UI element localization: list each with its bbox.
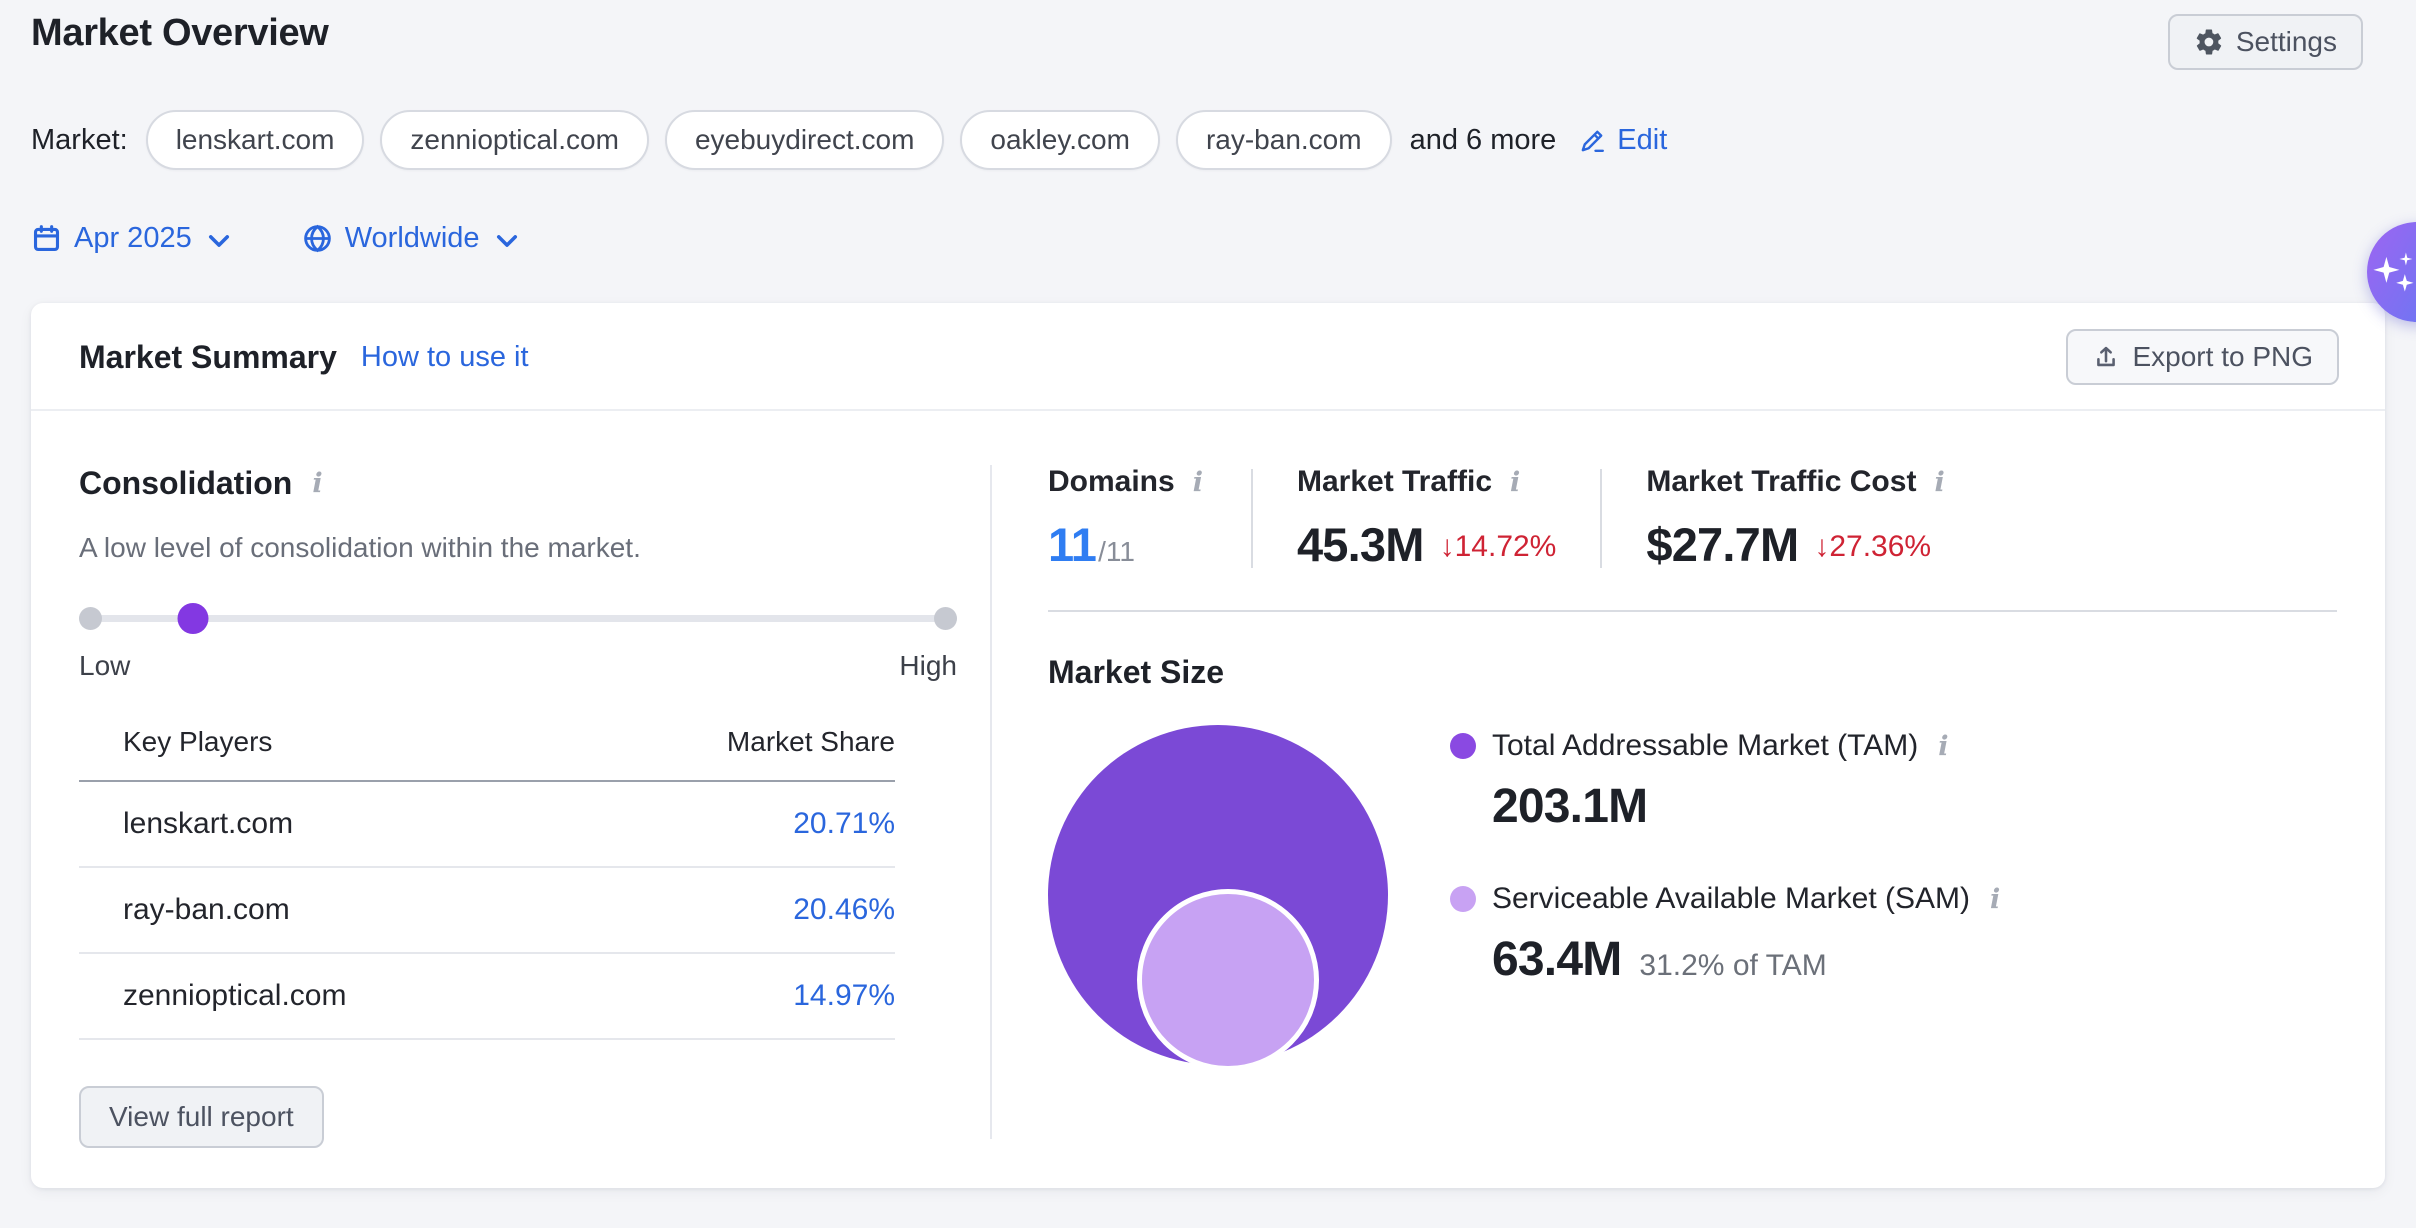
chevron-down-icon [496,234,518,248]
sam-value: 63.4M [1492,933,1622,986]
date-filter-value: Apr 2025 [74,222,192,254]
slider-end-low [79,607,102,630]
stat-divider [1250,469,1253,568]
slider-end-high [934,607,957,630]
page-title: Market Overview [31,12,329,54]
consolidation-slider-knob[interactable] [177,603,209,634]
stat-traffic-label: Market Traffic [1296,465,1493,498]
row-share-link[interactable]: 20.46% [793,893,895,926]
stat-traffic-cost: Market Traffic Cost i $27.7M ↓27.36% [1646,465,1948,568]
market-domain-chip[interactable]: zennioptical.com [380,110,649,170]
settings-label: Settings [2235,26,2337,57]
stat-domains: Domains i 11 /11 [1048,465,1207,568]
key-players-header: Key Players Market Share [79,726,895,782]
market-domains-bar: Market: lenskart.com zennioptical.com ey… [31,110,2385,170]
globe-icon [302,223,333,254]
export-png-label: Export to PNG [2132,341,2313,372]
gear-icon [2194,27,2224,57]
consolidation-title: Consolidation [79,465,293,501]
row-share-link[interactable]: 20.71% [793,807,895,840]
card-header: Market Summary How to use it Export to P… [31,303,2385,411]
tam-legend-dot [1450,733,1476,759]
tam-value: 203.1M [1492,780,1648,833]
row-domain: lenskart.com [123,807,294,840]
key-players-table: Key Players Market Share lenskart.com 20… [79,726,895,1040]
stat-traffic-value: 45.3M [1296,518,1424,571]
info-icon[interactable]: i [312,468,323,499]
sam-legend-dot [1450,886,1476,912]
stat-cost-change: ↓27.36% [1814,530,1932,563]
info-icon[interactable]: i [1510,466,1521,498]
stat-market-traffic: Market Traffic i 45.3M ↓14.72% [1297,465,1556,568]
sam-bubble [1137,889,1319,1071]
edit-market-link[interactable]: Edit [1578,124,1667,157]
stat-traffic-change: ↓14.72% [1439,530,1557,563]
filters-row: Apr 2025 Worldwide [31,222,2385,255]
view-full-report-button[interactable]: View full report [79,1086,324,1148]
chevron-down-icon [208,234,230,248]
date-filter[interactable]: Apr 2025 [31,222,230,255]
info-icon[interactable]: i [1989,883,2001,915]
row-domain: zennioptical.com [123,979,347,1012]
region-filter-value: Worldwide [344,222,480,254]
region-filter[interactable]: Worldwide [302,222,518,255]
upload-icon [2092,343,2120,371]
market-size-title: Market Size [1048,654,1225,690]
stat-cost-label: Market Traffic Cost [1646,465,1917,498]
stat-domains-label: Domains [1048,465,1175,498]
market-stats-section: Domains i 11 /11 Market Traffic i [992,465,2337,1139]
calendar-icon [31,223,62,254]
edit-label: Edit [1617,123,1668,156]
stat-cost-value: $27.7M [1646,518,1799,571]
pencil-icon [1578,126,1607,155]
consolidation-slider [79,598,957,638]
sparkles-icon [2368,246,2416,298]
stat-domains-value: 11 [1048,518,1097,571]
row-domain: ray-ban.com [123,893,290,926]
how-to-use-link[interactable]: How to use it [360,340,529,373]
col-market-share: Market Share [726,726,895,757]
market-domain-chip[interactable]: lenskart.com [145,110,365,170]
market-size-legend: Total Addressable Market (TAM) i 203.1M … [1450,721,2004,1073]
sam-label: Serviceable Available Market (SAM) [1492,882,1970,915]
card-title: Market Summary [79,338,337,375]
card-body: Consolidation i A low level of consolida… [31,411,2385,1188]
market-label: Market: [31,123,128,156]
export-png-button[interactable]: Export to PNG [2066,329,2339,385]
market-domain-chip[interactable]: eyebuydirect.com [664,110,945,170]
info-icon[interactable]: i [1934,466,1945,498]
stat-divider [1600,469,1603,568]
consolidation-description: A low level of consolidation within the … [79,532,641,563]
sam-percent-of-tam: 31.2% of TAM [1639,949,1827,982]
stats-divider-line [1048,610,2337,612]
info-icon[interactable]: i [1938,730,1949,762]
market-domain-chip[interactable]: ray-ban.com [1175,110,1392,170]
row-share-link[interactable]: 14.97% [793,979,895,1012]
table-row[interactable]: zennioptical.com 14.97% [79,954,895,1040]
more-domains-text: and 6 more [1409,123,1557,156]
slider-track [79,615,957,622]
col-key-players: Key Players [123,726,273,757]
market-size-bubble-chart [1048,721,1408,1073]
top-bar: Market Overview Settings [31,0,2385,70]
market-summary-card: Market Summary How to use it Export to P… [31,303,2385,1188]
market-size-area: Total Addressable Market (TAM) i 203.1M … [1048,721,2337,1073]
market-domain-chip[interactable]: oakley.com [960,110,1160,170]
slider-high-label: High [899,650,957,681]
settings-button[interactable]: Settings [2167,14,2363,70]
consolidation-section: Consolidation i A low level of consolida… [79,465,992,1148]
table-row[interactable]: ray-ban.com 20.46% [79,868,895,954]
table-row[interactable]: lenskart.com 20.71% [79,782,895,868]
stat-domains-suffix: /11 [1098,536,1135,568]
info-icon[interactable]: i [1192,466,1203,498]
stats-row: Domains i 11 /11 Market Traffic i [1048,465,2337,568]
slider-low-label: Low [79,650,131,681]
tam-label: Total Addressable Market (TAM) [1492,729,1919,762]
